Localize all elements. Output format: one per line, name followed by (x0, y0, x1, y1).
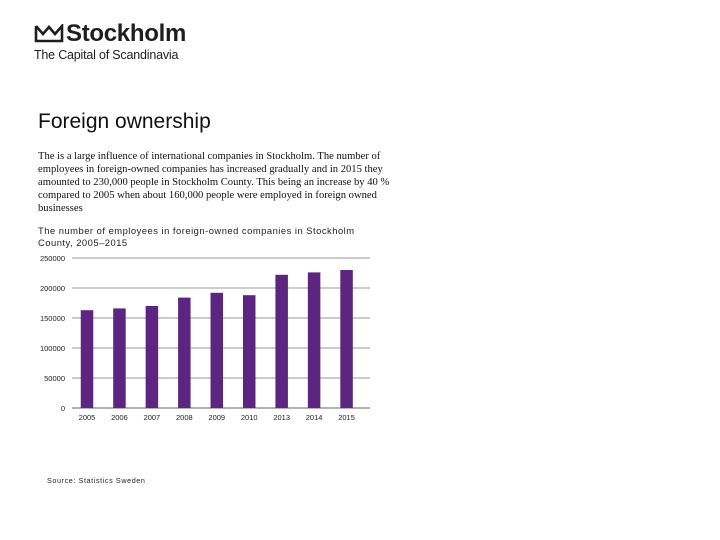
page-title: Foreign ownership (38, 110, 211, 133)
intro-paragraph: The is a large influence of internationa… (38, 151, 390, 214)
logo-tagline: The Capital of Scandinavia (34, 48, 179, 62)
x-tick-label: 2015 (338, 413, 355, 422)
bar (307, 272, 321, 408)
y-tick-label: 50000 (44, 374, 65, 383)
bar (210, 292, 224, 408)
bar (113, 308, 126, 408)
y-tick-label: 200000 (40, 284, 65, 293)
bar (242, 295, 256, 408)
logo-name: Stockholm (66, 20, 186, 47)
x-tick-label: 2007 (144, 413, 161, 422)
bar (340, 270, 353, 408)
chart-title: The number of employees in foreign-owned… (38, 225, 355, 248)
bar (275, 274, 288, 408)
y-tick-label: 250000 (40, 254, 65, 263)
x-tick-label: 2006 (111, 413, 128, 422)
crown-icon (34, 24, 64, 43)
y-tick-label: 0 (61, 404, 65, 413)
x-tick-label: 2009 (208, 413, 225, 422)
x-tick-label: 2008 (176, 413, 193, 422)
logo: Stockholm The Capital of Scandinavia (34, 20, 186, 63)
y-tick-label: 150000 (40, 314, 65, 323)
x-tick-label: 2005 (79, 413, 96, 422)
bar-chart: 0 50000 100000 150000 200000 250000 2005 2006 20… (40, 254, 370, 422)
x-tick-label: 2013 (273, 413, 290, 422)
bar (178, 297, 191, 408)
source-note: Source: Statistics Sweden (47, 476, 146, 485)
x-tick-label: 2010 (241, 413, 258, 422)
bar (145, 306, 159, 408)
y-tick-label: 100000 (40, 344, 65, 353)
bar (80, 310, 94, 408)
x-tick-label: 2014 (306, 413, 323, 422)
